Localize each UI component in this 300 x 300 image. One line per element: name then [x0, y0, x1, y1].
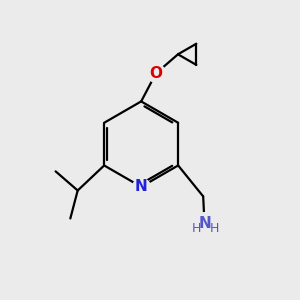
Text: H: H — [192, 222, 201, 235]
Text: N: N — [135, 179, 148, 194]
Text: N: N — [198, 216, 211, 231]
Text: H: H — [209, 222, 219, 235]
Text: O: O — [149, 66, 162, 81]
